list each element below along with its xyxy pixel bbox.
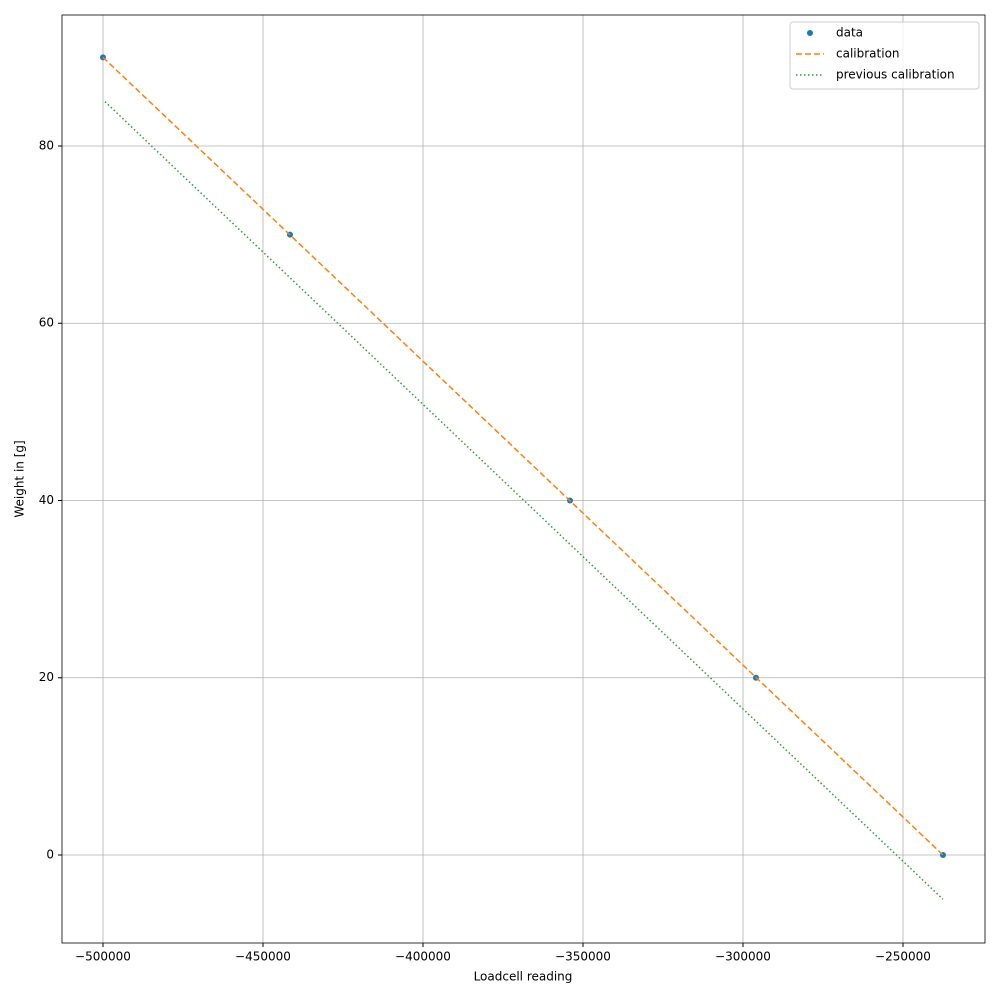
legend-box — [789, 21, 980, 90]
y-tick-label: 0 — [46, 847, 54, 861]
y-tick-label: 80 — [39, 138, 54, 152]
x-tick-label: −300000 — [715, 950, 771, 964]
x-axis-label: Loadcell reading — [474, 970, 573, 984]
x-tick-label: −500000 — [75, 950, 131, 964]
x-tick-label: −350000 — [555, 950, 611, 964]
plot-frame — [61, 14, 986, 944]
y-tick-label: 40 — [39, 493, 54, 507]
legend-label: previous calibration — [836, 68, 955, 82]
legend-marker — [807, 30, 813, 36]
legend-label: data — [836, 26, 863, 40]
legend-label: calibration — [836, 47, 900, 61]
y-tick-label: 60 — [39, 316, 54, 330]
line — [102, 56, 944, 856]
x-tick-label: −400000 — [395, 950, 451, 964]
y-tick-label: 20 — [39, 670, 54, 684]
x-tick-label: −450000 — [235, 950, 291, 964]
y-axis-label: Weight in [g] — [13, 440, 27, 517]
x-tick-label: −250000 — [875, 950, 931, 964]
line — [104, 101, 944, 900]
